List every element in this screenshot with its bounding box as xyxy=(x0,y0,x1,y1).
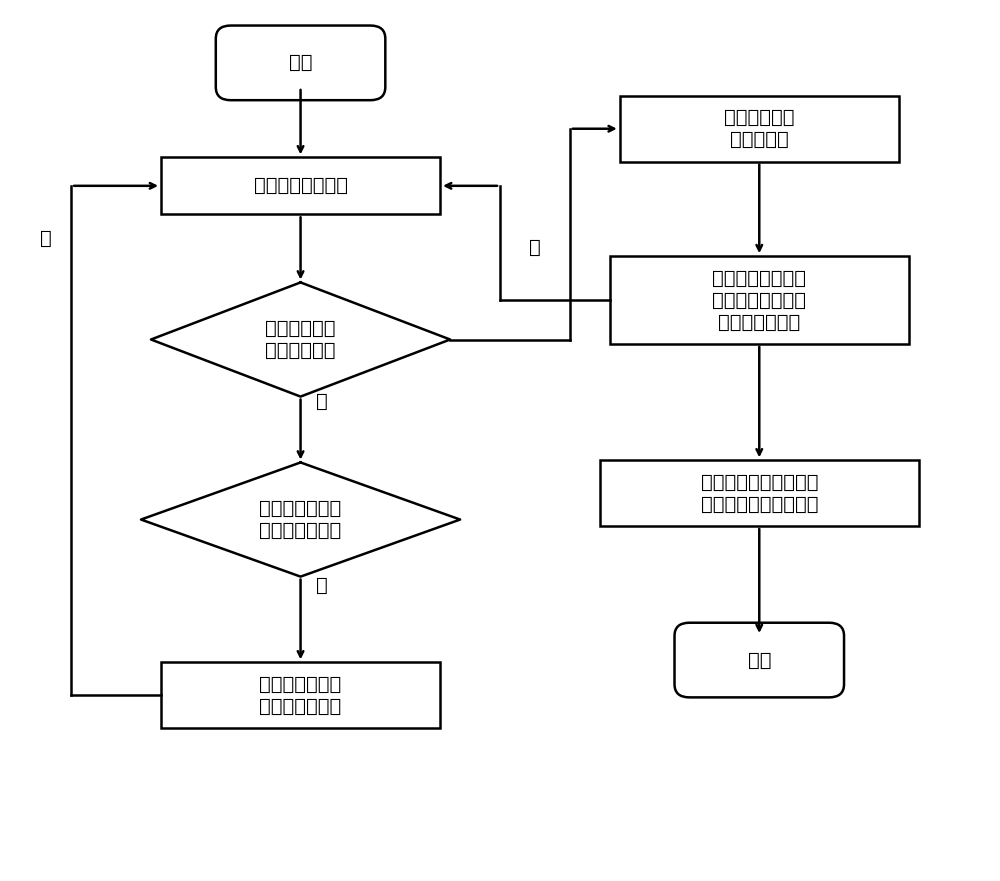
Text: 调整现有次序组的
顺序，得到最终的
一体式旋转方法: 调整现有次序组的 顺序，得到最终的 一体式旋转方法 xyxy=(712,269,806,331)
FancyBboxPatch shape xyxy=(216,26,385,100)
Polygon shape xyxy=(141,463,460,577)
FancyBboxPatch shape xyxy=(610,256,909,344)
Text: 增加次序组使运
动轨迹中心对称: 增加次序组使运 动轨迹中心对称 xyxy=(259,675,342,715)
Text: 绕三个敏感轴
都进行了旋转: 绕三个敏感轴 都进行了旋转 xyxy=(265,319,336,360)
Text: 进行自标定、初始对准
和旋转调制，完成导航: 进行自标定、初始对准 和旋转调制，完成导航 xyxy=(701,473,818,514)
FancyBboxPatch shape xyxy=(620,96,899,162)
Polygon shape xyxy=(151,283,450,396)
Text: 增加逆方向旋
转的次序组: 增加逆方向旋 转的次序组 xyxy=(724,108,795,149)
Text: 是: 是 xyxy=(316,391,327,411)
FancyBboxPatch shape xyxy=(161,663,440,728)
Text: 否: 否 xyxy=(529,238,541,256)
Text: 设计一个旋转方法: 设计一个旋转方法 xyxy=(254,176,348,196)
Text: 开始: 开始 xyxy=(289,54,312,72)
Text: 否: 否 xyxy=(40,229,52,248)
Text: 是: 是 xyxy=(316,576,327,595)
FancyBboxPatch shape xyxy=(675,623,844,698)
Text: 三个敏感轴都指
向了天向和地向: 三个敏感轴都指 向了天向和地向 xyxy=(259,499,342,540)
FancyBboxPatch shape xyxy=(161,158,440,214)
FancyBboxPatch shape xyxy=(600,460,919,526)
Text: 结束: 结束 xyxy=(748,650,771,670)
